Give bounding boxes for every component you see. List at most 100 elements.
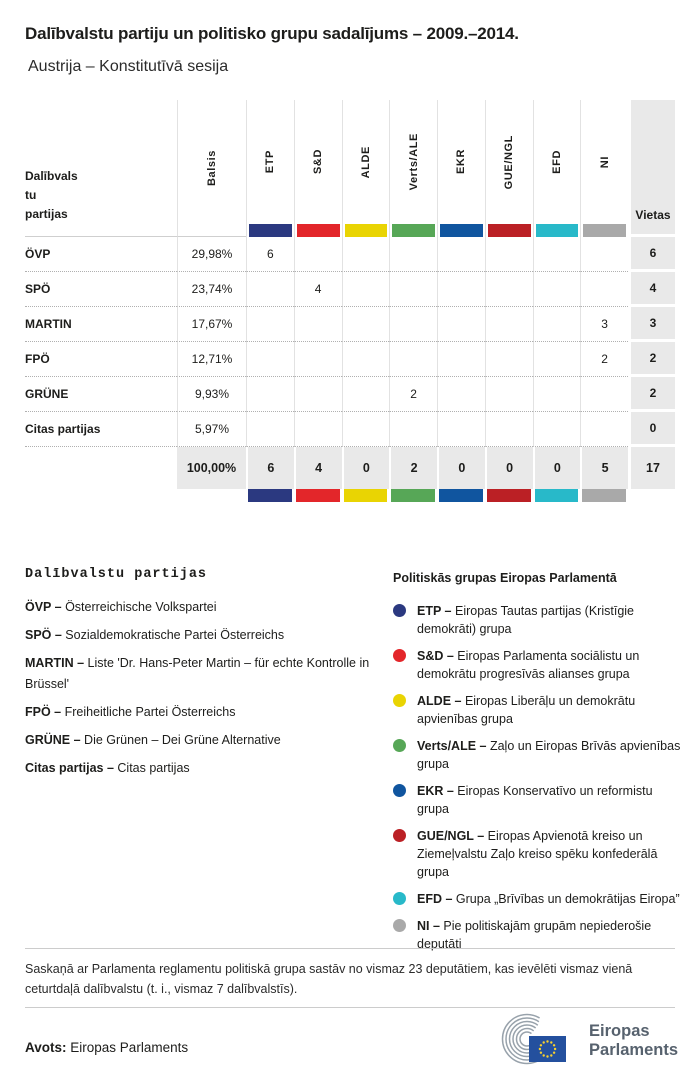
party-header-line: Dalībvals xyxy=(25,169,78,183)
party-legend-name: Liste 'Dr. Hans-Peter Martin – für echte… xyxy=(25,656,370,691)
group-legend-name: Pie politiskajām grupām nepiederošie dep… xyxy=(417,919,652,951)
source-value: Eiropas Parlaments xyxy=(70,1040,189,1055)
total-color-bar-cell xyxy=(437,489,485,502)
group-legend-text: EKR – Eiropas Konservatīvo un reformistu… xyxy=(417,782,685,818)
group-color-bar xyxy=(487,224,531,237)
group-column-label: ALDE xyxy=(359,145,372,179)
group-legend-name: Eiropas Parlamenta sociālistu un demokrā… xyxy=(417,649,640,681)
footnote-text: Saskaņā ar Parlamenta reglamentu politis… xyxy=(25,962,633,996)
group-legend-abbr: GUE/NGL – xyxy=(417,829,488,843)
seat-cell xyxy=(293,377,342,412)
seats-column-header: Vietas xyxy=(628,100,675,237)
group-column-label: Verts/ALE xyxy=(407,133,420,191)
group-legend-text: NI – Pie politiskajām grupām nepiederoši… xyxy=(417,917,685,953)
group-column-label: EFD xyxy=(550,150,563,174)
votes-cell: 12,71% xyxy=(177,342,246,377)
group-legend-item: ETP – Eiropas Tautas partijas (Kristīgie… xyxy=(393,602,685,638)
seat-cell xyxy=(389,307,437,342)
total-empty-cell xyxy=(25,447,177,489)
seat-cell: 6 xyxy=(246,237,294,272)
seat-cell: 4 xyxy=(293,272,342,307)
seat-cell xyxy=(484,237,533,272)
divider-top xyxy=(25,948,675,949)
seat-cell xyxy=(246,412,294,447)
ep-logo: Eiropas Parlaments xyxy=(499,1012,678,1070)
table-row: ÖVP 29,98% 6 6 xyxy=(25,237,675,272)
table-header-row: Dalībvals tu partijas Balsis ETP S&D ALDE V… xyxy=(25,100,675,237)
group-legend-text: ALDE – Eiropas Liberāļu un demokrātu apv… xyxy=(417,692,685,728)
total-color-bar-cell xyxy=(342,489,390,502)
seat-cell xyxy=(389,412,437,447)
total-seat-cell: 0 xyxy=(341,447,390,489)
party-name-cell: SPÖ xyxy=(25,272,177,307)
seat-cell xyxy=(580,237,628,272)
total-seat-cell: 0 xyxy=(484,447,533,489)
party-legend-name: Österreichische Volkspartei xyxy=(65,600,217,614)
group-color-dot-icon xyxy=(393,694,406,707)
group-legend-item: GUE/NGL – Eiropas Apvienotā kreiso un Zi… xyxy=(393,827,685,881)
seat-cell: 2 xyxy=(580,342,628,377)
party-legend-item: MARTIN – Liste 'Dr. Hans-Peter Martin – … xyxy=(25,653,373,695)
group-column-header: Verts/ALE xyxy=(389,100,437,237)
group-legend-name: Eiropas Konservatīvo un reformistu grupa xyxy=(417,784,653,816)
seat-cell xyxy=(341,377,390,412)
group-legend-name: Eiropas Apvienotā kreiso un Ziemeļvalstu… xyxy=(417,829,658,879)
seat-cell xyxy=(389,237,437,272)
seat-cell xyxy=(437,412,485,447)
group-legend-text: S&D – Eiropas Parlamenta sociālistu un d… xyxy=(417,647,685,683)
row-total-seats-cell: 3 xyxy=(628,307,675,342)
seat-cell xyxy=(437,307,485,342)
group-legend-abbr: ALDE – xyxy=(417,694,465,708)
table-row: SPÖ 23,74% 4 4 xyxy=(25,272,675,307)
group-column-header: S&D xyxy=(293,100,342,237)
group-legend-name: Eiropas Tautas partijas (Kristīgie demok… xyxy=(417,604,635,636)
party-legend-abbr: MARTIN – xyxy=(25,656,88,670)
seat-cell xyxy=(246,342,294,377)
seat-cell xyxy=(532,237,581,272)
party-name-cell: ÖVP xyxy=(25,237,177,272)
group-color-bar xyxy=(439,489,483,502)
group-legend-name: Eiropas Liberāļu un demokrātu apvienības… xyxy=(417,694,636,726)
party-legend-name: Citas partijas xyxy=(117,761,190,775)
group-column-header: GUE/NGL xyxy=(484,100,533,237)
party-legend-abbr: FPÖ – xyxy=(25,705,65,719)
total-color-bar-cell xyxy=(294,489,342,502)
seat-cell xyxy=(293,412,342,447)
seat-cell xyxy=(484,377,533,412)
seat-cell xyxy=(341,272,390,307)
seat-cell xyxy=(580,412,628,447)
votes-cell: 23,74% xyxy=(177,272,246,307)
party-legend-abbr: SPÖ – xyxy=(25,628,66,642)
total-seat-cell: 0 xyxy=(437,447,485,489)
group-color-bar xyxy=(440,224,483,237)
group-color-bar xyxy=(486,489,531,502)
seat-cell xyxy=(437,272,485,307)
votes-column-header: Balsis xyxy=(177,100,246,237)
group-legend-text: EFD – Grupa „Brīvības un demokrātijas Ei… xyxy=(417,890,680,908)
group-legend-text: ETP – Eiropas Tautas partijas (Kristīgie… xyxy=(417,602,685,638)
group-legend-abbr: Verts/ALE – xyxy=(417,739,490,753)
seats-column-label: Vietas xyxy=(635,208,671,222)
total-color-bar-cell xyxy=(246,489,294,502)
seat-cell xyxy=(341,342,390,377)
party-name-cell: MARTIN xyxy=(25,307,177,342)
group-legend-abbr: EFD – xyxy=(417,892,456,906)
group-color-bar xyxy=(343,489,388,502)
seat-cell xyxy=(389,272,437,307)
group-legend-item: S&D – Eiropas Parlamenta sociālistu un d… xyxy=(393,647,685,683)
seat-cell xyxy=(532,342,581,377)
group-color-bar xyxy=(249,224,292,237)
group-column-label: EKR xyxy=(455,149,468,175)
row-total-seats-cell: 2 xyxy=(628,377,675,412)
group-color-dot-icon xyxy=(393,829,406,842)
ep-logo-text-line1: Eiropas xyxy=(589,1022,650,1040)
party-legend-item: FPÖ – Freiheitliche Partei Österreichs xyxy=(25,702,373,723)
seat-cell xyxy=(293,307,342,342)
page-subtitle: Austrija – Konstitutīvā sesija xyxy=(28,58,229,75)
group-legend-abbr: S&D – xyxy=(417,649,458,663)
group-color-dot-icon xyxy=(393,892,406,905)
total-color-bar-cell xyxy=(389,489,437,502)
group-color-bar xyxy=(296,224,340,237)
seat-cell: 3 xyxy=(580,307,628,342)
votes-column-label: Balsis xyxy=(206,149,218,186)
